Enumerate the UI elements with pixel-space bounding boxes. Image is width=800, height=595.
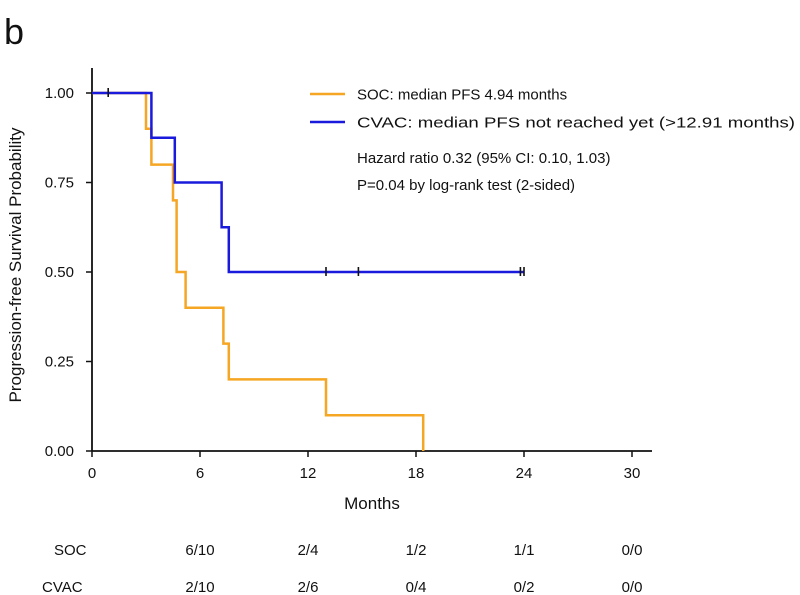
x-tick-label: 6: [196, 465, 204, 482]
risk-value-soc: 1/2: [406, 542, 427, 559]
y-tick-label: 0.75: [45, 175, 74, 192]
y-tick-label: 0.50: [45, 264, 74, 281]
risk-value-cvac: 0/2: [514, 579, 535, 595]
risk-value-soc: 6/10: [185, 542, 214, 559]
y-tick-label: 0.00: [45, 443, 74, 460]
x-tick-label: 24: [516, 465, 533, 482]
legend: SOC: median PFS 4.94 months CVAC: median…: [310, 87, 795, 132]
x-tick-label: 18: [408, 465, 425, 482]
censor-marks: [107, 88, 525, 276]
y-tick-label: 1.00: [45, 85, 74, 102]
x-tick-label: 12: [300, 465, 317, 482]
y-tick-label: 0.25: [45, 354, 74, 371]
risk-value-cvac: 0/0: [622, 579, 643, 595]
risk-value-cvac: 0/4: [406, 579, 427, 595]
x-axis-title: Months: [344, 494, 400, 513]
legend-label-cvac: CVAC: median PFS not reached yet (>12.91…: [357, 115, 795, 132]
risk-value-soc: 0/0: [622, 542, 643, 559]
survival-curves: [92, 91, 524, 451]
risk-values: 6/10 2/4 1/2 1/1 0/0 2/10 2/6 0/4 0/2 0/0: [185, 542, 642, 595]
legend-label-soc: SOC: median PFS 4.94 months: [357, 87, 567, 104]
y-ticks: 0.00 0.25 0.50 0.75 1.00: [45, 85, 92, 460]
curve-cvac: [92, 91, 524, 274]
risk-value-cvac: 2/6: [298, 579, 319, 595]
risk-table: SOC CVAC 6/10 2/4 1/2 1/1 0/0 2/10 2/6 0/4 0/2 0/…: [42, 542, 642, 595]
panel-label: b: [4, 11, 24, 52]
risk-row-label-cvac: CVAC: [42, 579, 83, 595]
risk-value-cvac: 2/10: [185, 579, 214, 595]
x-tick-label: 30: [624, 465, 641, 482]
x-tick-label: 0: [88, 465, 96, 482]
risk-value-soc: 2/4: [298, 542, 319, 559]
risk-row-label-soc: SOC: [54, 542, 87, 559]
hazard-ratio-annotation: Hazard ratio 0.32 (95% CI: 0.10, 1.03): [357, 150, 610, 167]
p-value-annotation: P=0.04 by log-rank test (2-sided): [357, 177, 575, 194]
y-axis-title: Progression-free Survival Probability: [6, 127, 25, 402]
risk-value-soc: 1/1: [514, 542, 535, 559]
x-ticks: 0 6 12 18 24 30: [88, 451, 641, 482]
